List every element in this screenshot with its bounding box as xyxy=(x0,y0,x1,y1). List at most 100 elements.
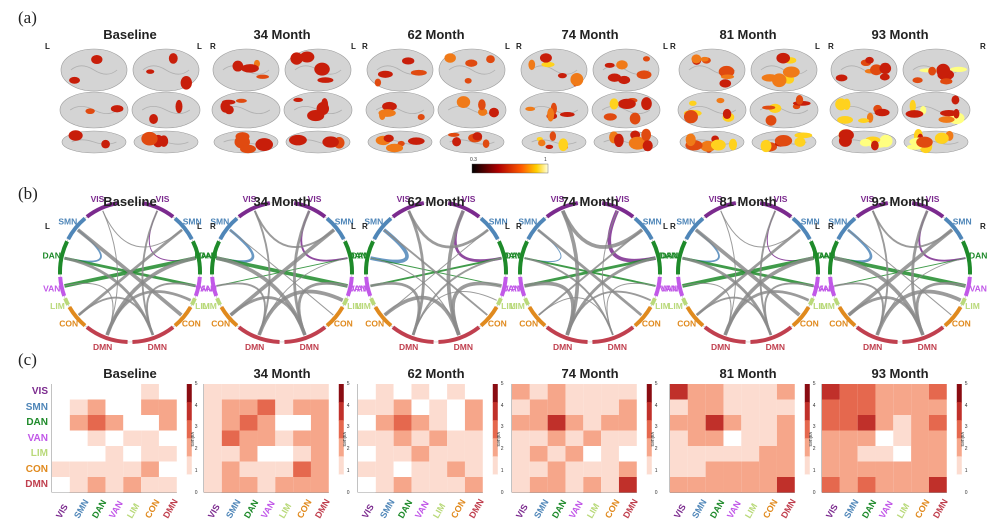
matrix-colorbar-tick: 0 xyxy=(964,489,968,496)
network-label: DMN xyxy=(300,342,319,352)
matrix-cell xyxy=(69,477,88,493)
activation-blob xyxy=(950,66,968,72)
network-label: DMN xyxy=(766,342,785,352)
activation-blob xyxy=(794,132,813,139)
activation-blob xyxy=(559,112,575,118)
chord-hemi-right-2: R xyxy=(516,222,522,231)
network-label: CON xyxy=(59,318,78,328)
activation-blob xyxy=(879,62,892,75)
matrix-cell xyxy=(141,430,159,446)
chord-title-5: 93 Month xyxy=(871,194,929,209)
matrix-cell xyxy=(687,399,706,415)
matrix-cell xyxy=(411,477,430,493)
network-label: SMN xyxy=(676,217,695,227)
matrix-cell xyxy=(52,430,70,446)
matrix-2 xyxy=(357,384,498,493)
matrix-cell xyxy=(275,461,294,477)
matrix-colorbar-tick: 3 xyxy=(654,424,658,431)
matrix-colorbar-tick: 2 xyxy=(500,446,504,453)
matrix-cell xyxy=(705,446,724,462)
network-arc-con xyxy=(479,305,499,328)
matrix-cell xyxy=(583,430,602,446)
matrix-cell xyxy=(928,384,947,400)
matrix-cell xyxy=(429,415,448,431)
activation-blob xyxy=(410,69,427,76)
chord-hemi-left-1: L xyxy=(197,222,202,231)
matrix-cell xyxy=(723,399,742,415)
network-label: LIM xyxy=(655,301,670,311)
hemi-right-2: R xyxy=(516,42,522,51)
network-label: LIM xyxy=(356,301,371,311)
network-arc-smn xyxy=(633,216,654,241)
activation-blob xyxy=(928,66,937,76)
panel-b-label: (b) xyxy=(18,184,38,203)
activation-blob xyxy=(146,69,155,74)
matrix-colorbar-tick: 2 xyxy=(194,446,198,453)
activation-blob xyxy=(934,132,949,144)
network-label: CON xyxy=(182,318,201,328)
network-label: CON xyxy=(829,318,848,328)
network-arc-dmn xyxy=(284,325,327,344)
network-arc-lim xyxy=(342,297,349,306)
matrix-colorbar-label: values xyxy=(648,432,655,447)
matrix-colorbar-tick: 2 xyxy=(812,446,816,453)
matrix-cell xyxy=(464,399,483,415)
chord-link xyxy=(537,228,643,317)
activation-blob xyxy=(558,138,569,152)
activation-blob xyxy=(629,112,641,125)
matrix-cell xyxy=(723,461,742,477)
matrix-colorbar-tick: 3 xyxy=(346,424,350,431)
brain-title-1: 34 Month xyxy=(253,27,311,42)
matrix-colorbar-step xyxy=(186,438,192,457)
matrix-cell xyxy=(839,384,858,400)
matrix-cell xyxy=(293,384,311,400)
matrix-cell xyxy=(310,477,329,493)
chord-link xyxy=(875,289,962,336)
matrix-cell xyxy=(293,399,311,415)
matrix-cell xyxy=(618,461,637,477)
matrix-cell xyxy=(105,430,124,446)
brain-title-2: 62 Month xyxy=(407,27,465,42)
matrix-cell xyxy=(822,415,840,431)
network-label: CON xyxy=(800,318,819,328)
network-label: CON xyxy=(488,318,507,328)
chord-link xyxy=(871,210,953,248)
activation-blob xyxy=(255,138,274,151)
matrix-cell xyxy=(393,446,412,462)
network-label: DAN xyxy=(813,250,831,260)
matrix-cell xyxy=(928,430,947,446)
hemi-left-5: L xyxy=(815,42,820,51)
matrix-row-label-vis: VIS xyxy=(31,386,48,397)
matrix-cell xyxy=(293,461,311,477)
matrix-cell xyxy=(257,384,276,400)
activation-blob xyxy=(794,137,806,147)
network-label: VIS xyxy=(156,194,170,204)
matrix-cell xyxy=(618,384,637,400)
network-label: SMN xyxy=(489,217,508,227)
matrix-cell xyxy=(618,415,637,431)
brain-title-3: 74 Month xyxy=(561,27,619,42)
network-label: VIS xyxy=(926,194,940,204)
matrix-cell xyxy=(358,461,376,477)
matrix-cell xyxy=(705,461,724,477)
activation-blob xyxy=(417,114,425,121)
matrix-colorbar-step xyxy=(492,456,498,475)
matrix-colorbar-step xyxy=(186,402,192,421)
network-arc-van xyxy=(193,276,202,297)
activation-blob xyxy=(256,74,269,79)
network-arc-smn xyxy=(943,216,964,241)
matrix-cell xyxy=(310,384,329,400)
matrix-title-0: Baseline xyxy=(103,366,157,381)
matrix-title-5: 93 Month xyxy=(871,366,929,381)
activation-blob xyxy=(835,98,847,111)
matrix-cell xyxy=(759,477,777,493)
matrix-colorbar-step xyxy=(646,384,652,403)
activation-blob xyxy=(235,98,247,103)
network-label: VAN xyxy=(352,284,369,294)
network-label: LIM xyxy=(347,301,362,311)
matrix-cell xyxy=(52,384,70,400)
matrix-colorbar-step xyxy=(492,474,498,493)
activation-blob xyxy=(940,109,958,117)
chord-link xyxy=(383,295,461,336)
